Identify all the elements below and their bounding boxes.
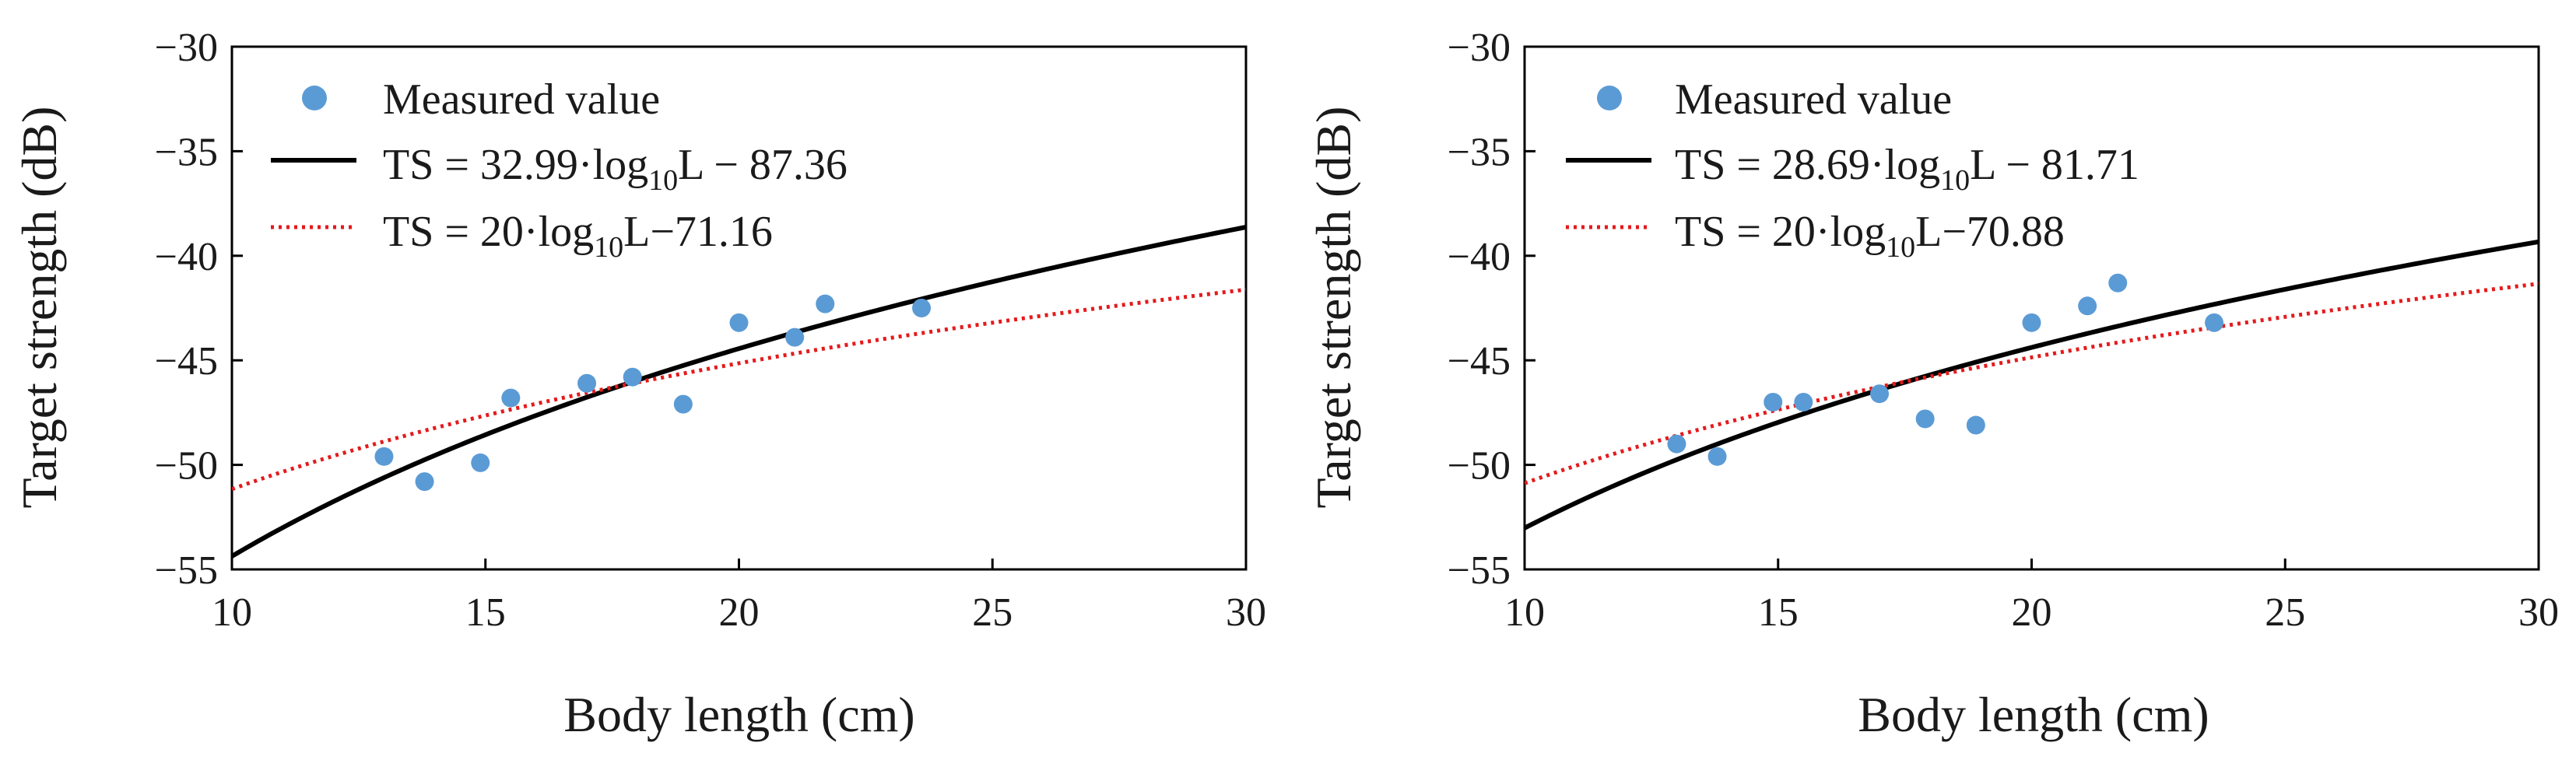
data-point-measured	[785, 327, 805, 347]
data-point-measured	[1764, 392, 1783, 412]
data-point-measured	[1707, 447, 1727, 466]
data-point-measured	[501, 388, 521, 408]
x-axis-label: Body length (cm)	[1858, 687, 2209, 742]
legend-label-ref: TS = 20·log10L−71.16	[383, 208, 773, 264]
x-tick-label: 10	[1504, 590, 1545, 635]
x-tick-label: 30	[2518, 590, 2559, 635]
curve-fit	[1525, 239, 2539, 531]
x-tick-label: 25	[2265, 590, 2305, 635]
y-tick-label: −55	[155, 548, 218, 593]
y-tick-label: −55	[1448, 548, 1511, 593]
y-tick-label: −45	[1448, 339, 1511, 384]
legend-label-measured: Measured value	[1675, 75, 1952, 124]
legend-label-ref: TS = 20·log10L−70.88	[1675, 208, 2065, 264]
legend-label-fit: TS = 32.99·log10L − 87.36	[383, 141, 848, 197]
y-tick-label: −40	[1448, 235, 1511, 279]
data-point-measured	[2078, 296, 2097, 316]
x-tick-label: 25	[972, 590, 1013, 635]
curve-reference-20log	[232, 287, 1246, 492]
plot-area: 10 15 20 25 30 −55 −50 −45 −40 −35 −30	[1448, 26, 2559, 635]
data-point-measured	[415, 472, 434, 492]
data-point-measured	[673, 394, 693, 414]
legend-fit-prefix: TS = 28.69·log	[1675, 141, 1940, 189]
x-tick-label: 10	[212, 590, 252, 635]
legend-fit-prefix: TS = 32.99·log	[383, 141, 648, 189]
data-point-measured	[1794, 392, 1813, 412]
data-point-measured	[577, 373, 597, 393]
y-axis-label: Target strength (dB)	[1306, 107, 1361, 509]
y-tick-label: −50	[1448, 444, 1511, 489]
legend-ref-suffix: L−71.16	[623, 208, 773, 256]
data-point-measured	[1915, 409, 1935, 429]
legend-ref-base: 10	[594, 231, 623, 264]
legend-ref-prefix: TS = 20·log	[1675, 208, 1886, 256]
data-point-measured	[816, 294, 835, 313]
plot-frame	[1523, 45, 2540, 571]
x-axis-label: Body length (cm)	[563, 687, 914, 742]
legend-fit-base: 10	[648, 164, 678, 197]
data-point-measured	[729, 313, 749, 332]
curve-fit	[232, 225, 1246, 559]
data-point-measured	[1667, 434, 1686, 454]
y-tick-label: −35	[1448, 130, 1511, 174]
legend: Measured value TS = 28.69·log10L − 81.71…	[1566, 75, 2139, 264]
data-point-measured	[374, 447, 394, 466]
legend: Measured value TS = 32.99·log10L − 87.36…	[271, 75, 848, 264]
x-tick-label: 20	[2012, 590, 2052, 635]
y-tick-label: −50	[155, 444, 218, 489]
curve-reference-20log	[1525, 282, 2539, 485]
data-point-measured	[2108, 273, 2128, 292]
legend-marker-measured	[302, 86, 327, 110]
chart-panel-right: 10 15 20 25 30 −55 −50 −45 −40 −35 −30 Target stre…	[1306, 26, 2559, 742]
data-point-measured	[2022, 313, 2041, 332]
y-tick-label: −35	[155, 130, 218, 174]
data-point-measured	[912, 299, 932, 317]
y-tick-label: −40	[155, 235, 218, 279]
legend-fit-base: 10	[1940, 164, 1970, 197]
data-point-measured	[623, 367, 642, 387]
data-point-measured	[1870, 384, 1890, 404]
legend-label-fit: TS = 28.69·log10L − 81.71	[1675, 141, 2139, 197]
legend-ref-base: 10	[1886, 231, 1915, 264]
legend-marker-measured	[1597, 86, 1622, 110]
legend-ref-prefix: TS = 20·log	[383, 208, 594, 256]
x-tick-label: 20	[719, 590, 760, 635]
y-tick-label: −30	[1448, 26, 1511, 70]
legend-fit-suffix: L − 87.36	[678, 141, 848, 189]
x-tick-label: 15	[1758, 590, 1799, 635]
plot-area: 10 15 20 25 30 −55 −50 −45 −40 −35 −30	[155, 26, 1266, 635]
chart-panel-left: 10 15 20 25 30 −55 −50 −45 −40 −35 −30 Target stre…	[12, 26, 1266, 742]
legend-fit-suffix: L − 81.71	[1970, 141, 2139, 189]
x-tick-label: 15	[465, 590, 506, 635]
x-tick-label: 30	[1226, 590, 1266, 635]
legend-label-measured: Measured value	[383, 75, 660, 124]
data-point-measured	[1966, 415, 1985, 435]
y-tick-label: −45	[155, 339, 218, 384]
data-point-measured	[2205, 313, 2224, 332]
legend-ref-suffix: L−70.88	[1915, 208, 2065, 256]
y-tick-label: −30	[155, 26, 218, 70]
y-axis-label: Target strength (dB)	[12, 107, 67, 509]
data-point-measured	[471, 453, 490, 472]
